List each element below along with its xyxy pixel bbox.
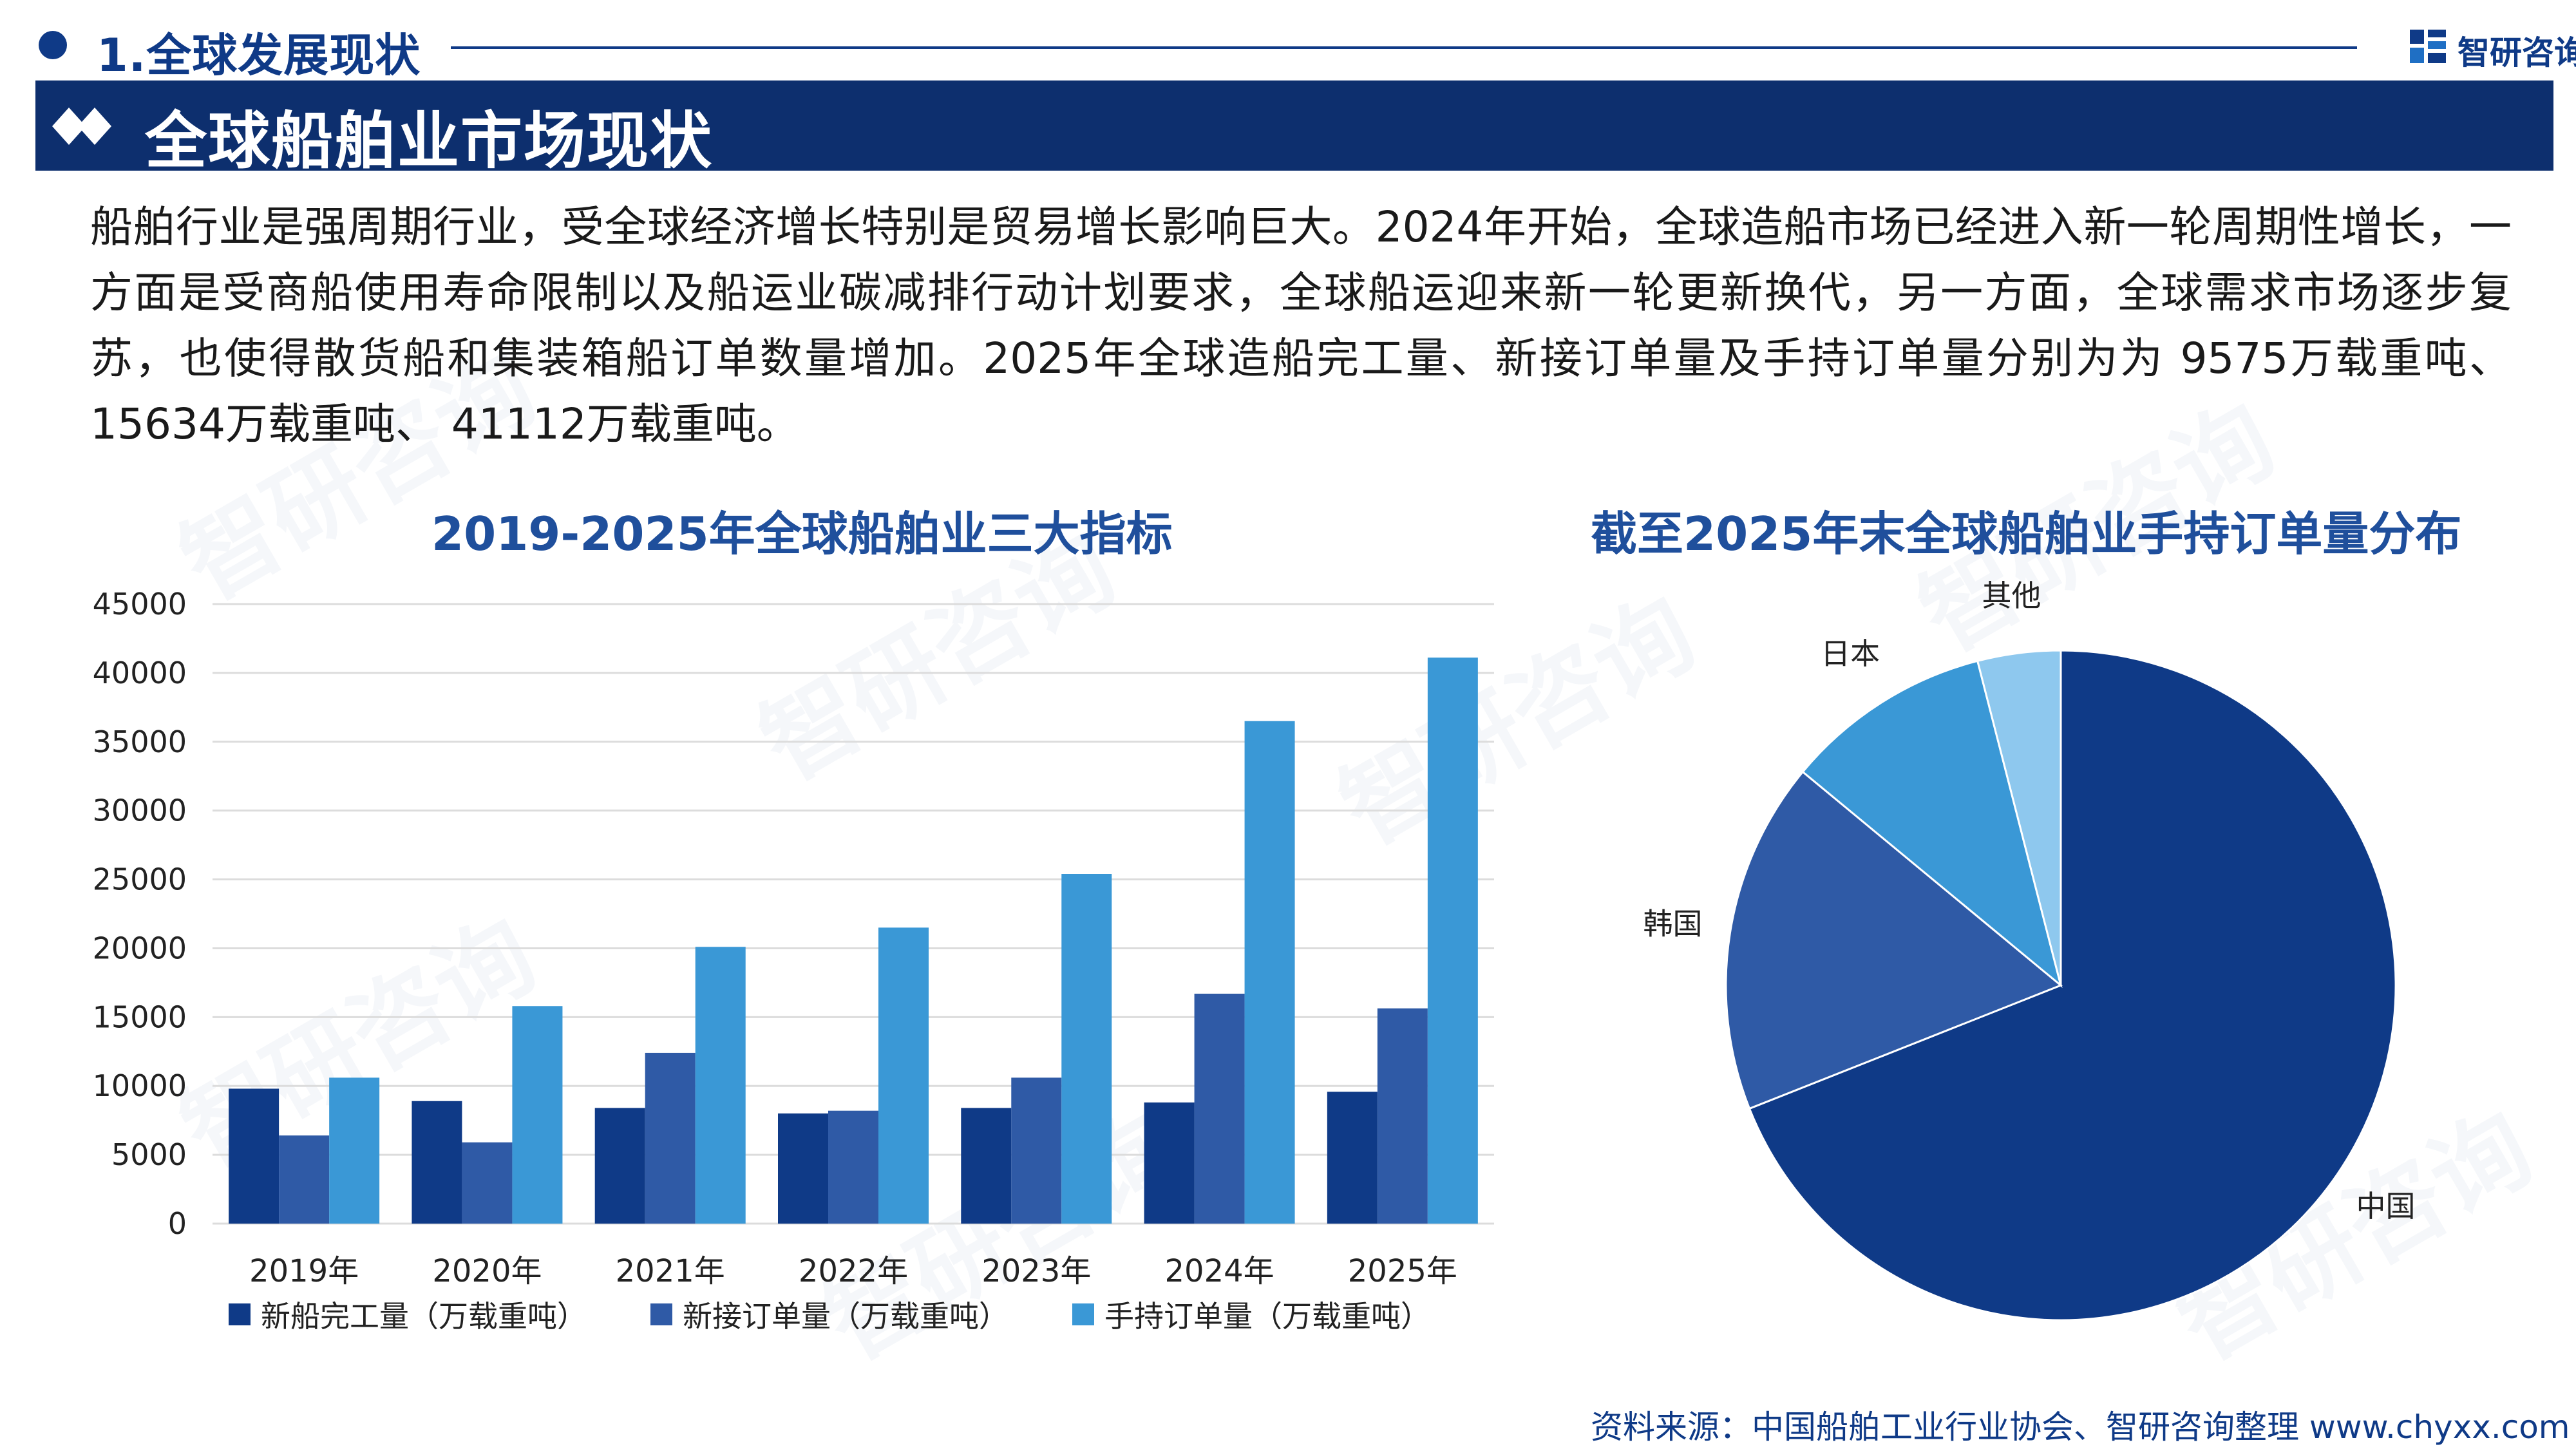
y-tick-label: 20000	[93, 931, 187, 965]
y-tick-label: 30000	[93, 793, 187, 828]
bar-1	[778, 1113, 828, 1224]
y-tick-label: 25000	[93, 862, 187, 897]
bar-3	[695, 947, 746, 1224]
intro-paragraph: 船舶行业是强周期行业，受全球经济增长特别是贸易增长影响巨大。2024年开始，全球…	[90, 202, 2512, 449]
bar-2	[1377, 1008, 1428, 1224]
x-tick-label: 2024年	[1164, 1253, 1274, 1289]
bar-2	[1194, 993, 1245, 1224]
bar-1	[594, 1108, 645, 1224]
y-tick-label: 15000	[93, 999, 187, 1034]
bar-1	[961, 1108, 1012, 1224]
bar-3	[1244, 721, 1295, 1224]
bar-chart-title: 2019-2025年全球船舶业三大指标	[431, 507, 1173, 561]
pie-label: 韩国	[1643, 907, 1703, 942]
pie-slice	[1725, 770, 2063, 1110]
y-tick-label: 40000	[93, 656, 187, 690]
pie-chart-title: 截至2025年末全球船舶业手持订单量分布	[1591, 507, 2462, 561]
pie-label: 中国	[2356, 1189, 2416, 1224]
pie-slice	[1976, 649, 2062, 986]
bar-3	[329, 1077, 380, 1224]
legend-swatch	[650, 1303, 672, 1325]
bullet-dot-icon	[39, 31, 67, 59]
legend-label: 新船完工量（万载重吨）	[261, 1299, 587, 1334]
x-tick-label: 2019年	[249, 1253, 359, 1289]
bar-3	[1061, 874, 1112, 1224]
legend-label: 手持订单量（万载重吨）	[1104, 1299, 1430, 1334]
bar-3	[878, 927, 929, 1224]
title-banner: 全球船舶业市场现状	[35, 80, 2553, 177]
pie-slice	[1748, 649, 2397, 1321]
bar-2	[1011, 1077, 1062, 1224]
section-header: 1.全球发展现状 智研咨询	[39, 14, 2576, 82]
pie-label: 日本	[1821, 636, 1880, 671]
brand-name: 智研咨询	[2458, 34, 2576, 71]
brand-mark-icon	[2410, 30, 2446, 63]
bar-2	[279, 1135, 330, 1224]
pie-chart: 中国 韩国 日本 其他	[1643, 578, 2416, 1321]
y-tick-label: 5000	[111, 1137, 187, 1172]
bar-1	[1327, 1092, 1378, 1224]
bar-2	[828, 1110, 878, 1224]
legend-swatch	[229, 1303, 251, 1325]
bar-2	[645, 1052, 696, 1224]
y-tick-label: 45000	[93, 587, 187, 621]
x-tick-label: 2025年	[1348, 1253, 1457, 1289]
x-tick-label: 2021年	[616, 1253, 725, 1289]
x-tick-label: 2022年	[799, 1253, 908, 1289]
pie-slice	[1801, 659, 2063, 989]
bar-3	[512, 1006, 563, 1224]
diamond-icon	[52, 108, 111, 145]
bar-chart: 0 5000 10000 15000 20000 25000 30000 35000 40000…	[93, 587, 1494, 1334]
x-tick-label: 2023年	[981, 1253, 1091, 1289]
bar-1	[412, 1101, 462, 1224]
bar-2	[462, 1142, 513, 1224]
bar-3	[1427, 658, 1478, 1224]
legend-swatch	[1072, 1303, 1094, 1325]
banner-title: 全球船舶业市场现状	[145, 105, 713, 177]
legend-label: 新接订单量（万载重吨）	[683, 1299, 1009, 1334]
pie-label: 其他	[1982, 578, 2041, 613]
source-note: 资料来源：中国船舶工业行业协会、智研咨询整理 www.chyxx.com	[1591, 1408, 2570, 1446]
section-title: 1.全球发展现状	[97, 29, 421, 82]
bar-1	[229, 1088, 279, 1224]
y-tick-label: 0	[168, 1206, 187, 1241]
header-divider	[451, 46, 2357, 49]
x-tick-label: 2020年	[432, 1253, 542, 1289]
y-tick-label: 35000	[93, 724, 187, 759]
bar-1	[1144, 1102, 1195, 1224]
y-tick-label: 10000	[93, 1068, 187, 1103]
